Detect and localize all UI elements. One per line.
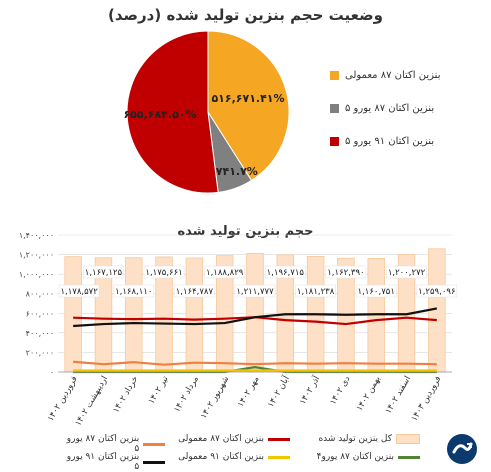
data-label-box — [295, 284, 336, 298]
data-label-box — [143, 265, 185, 279]
legend-item: بنزین اکتان ۹۱ معمولی — [178, 452, 290, 462]
data-label: ۱,۲۰۰,۲۷۲ — [388, 268, 426, 278]
x-tick-label: آذر ۱۴۰۲ — [296, 373, 322, 407]
data-label-box — [58, 284, 100, 298]
x-tick-label: آبان ۱۴۰۲ — [264, 373, 292, 409]
x-tick-label: اسفند ۱۴۰۲ — [384, 375, 414, 416]
data-label-box — [355, 284, 397, 298]
pie-chart: ۵۱۶,۶۷۱.۴۱%۸۶,۷۴۱.۷%۶۵۵,۶۸۴.۵۰% — [123, 30, 290, 194]
pie-legend-label: بنزین اکتان ۸۷ یورو ۵ — [345, 103, 435, 114]
bar-chart-legend: کل بنزین تولید شده بنزین اکتان ۸۷ معمولی… — [60, 432, 420, 472]
pie-legend-swatch — [330, 104, 339, 113]
x-tick-label: دی ۱۴۰۲ — [328, 374, 352, 406]
legend-swatch-line — [143, 442, 165, 446]
legend-swatch-line — [268, 455, 290, 459]
x-tick-label: تیر ۱۴۰۲ — [147, 374, 171, 406]
data-label: ۱,۱۶۲,۳۹۰ — [327, 268, 364, 278]
pie-legend-item: بنزین اکتان ۹۱ یورو ۵ — [330, 136, 480, 147]
data-label-box — [113, 284, 155, 298]
data-label: ۱,۱۷۸,۵۷۲ — [60, 287, 98, 297]
x-tick-label: شهریور ۱۴۰۲ — [199, 375, 231, 421]
bar — [246, 253, 264, 373]
legend-item: بنزین اکتان ۸۷ یورو ۵ — [60, 434, 165, 454]
pie-legend-swatch — [330, 71, 339, 80]
bar-line-chart: ۰ ۲۰۰,۰۰۰ ۴۰۰,۰۰۰ ۶۰۰,۰۰۰ ۸۰۰,۰۰۰ ۱,۰۰۰,۰۰۰ ۱,… — [19, 231, 458, 428]
data-label: ۱,۱۶۷,۱۲۵ — [85, 268, 123, 278]
bar — [64, 256, 82, 373]
y-tick-label: ۲۰۰,۰۰۰ — [26, 348, 54, 357]
data-label-box — [204, 265, 245, 279]
data-label: ۱,۱۶۸,۱۱۰ — [115, 287, 152, 297]
data-label: ۱,۱۷۵,۶۶۱ — [145, 268, 182, 278]
y-tick-label: ۰ — [50, 368, 54, 377]
legend-item: بنزین اکتان ۹۱ یورو ۵ — [60, 452, 165, 472]
y-tick-label: ۱,۴۰۰,۰۰۰ — [19, 231, 54, 240]
legend-swatch-line — [143, 460, 165, 464]
data-label-box — [265, 265, 306, 279]
data-label: ۱,۱۹۶,۷۱۵ — [267, 268, 305, 278]
legend-item: بنزین اکتان ۸۷ یورو۴ — [317, 452, 420, 462]
pie-legend-item: بنزین اکتان ۸۷ یورو ۵ — [330, 103, 480, 114]
data-label-box — [386, 265, 427, 279]
legend-swatch-line — [398, 455, 420, 459]
pie-legend-label: بنزین اکتان ۸۷ معمولی — [345, 70, 441, 81]
legend-item: بنزین اکتان ۸۷ معمولی — [178, 434, 290, 444]
x-tick-label: خرداد ۱۴۰۲ — [111, 375, 140, 415]
bar — [125, 257, 143, 373]
legend-label: بنزین اکتان ۸۷ یورو ۵ — [66, 434, 140, 454]
legend-swatch-box — [396, 434, 420, 444]
legend-label: بنزین اکتان ۹۱ یورو ۵ — [66, 452, 140, 472]
y-tick-label: ۴۰۰,۰۰۰ — [26, 329, 54, 338]
data-label-box — [83, 265, 124, 279]
data-label-box — [416, 284, 458, 298]
series-line — [73, 307, 438, 328]
y-tick-label: ۱,۲۰۰,۰۰۰ — [19, 251, 54, 260]
pie-slice-label: ۶۵۵,۶۸۴.۵۰% — [123, 108, 196, 121]
x-tick-label: اردیبهشت ۱۴۰۲ — [73, 375, 110, 428]
legend-swatch-line — [268, 437, 290, 441]
pie-slice — [126, 30, 219, 194]
y-tick-label: ۸۰۰,۰۰۰ — [26, 290, 54, 299]
bar — [185, 257, 204, 373]
legend-label: بنزین اکتان ۸۷ یورو۴ — [316, 452, 394, 462]
x-tick-label: بهمن ۱۴۰۲ — [355, 375, 383, 413]
pie-legend-item: بنزین اکتان ۸۷ معمولی — [330, 70, 480, 81]
pie-chart-title: وضعیت حجم بنزین تولید شده (درصد) — [108, 6, 383, 24]
series-line — [73, 360, 437, 366]
legend-label: بنزین اکتان ۸۷ معمولی — [178, 434, 264, 444]
data-label: ۱,۲۵۹,۰۹۶ — [418, 287, 455, 297]
x-tick-label: فروردین ۱۴۰۲ — [46, 375, 80, 424]
x-tick-label: فروردین ۱۴۰۳ — [410, 375, 444, 424]
y-tick-label: ۱,۰۰۰,۰۰۰ — [19, 270, 54, 279]
pie-slice-label: ۵۱۶,۶۷۱.۴۱% — [211, 92, 284, 105]
x-tick-label: مرداد ۱۴۰۲ — [172, 375, 201, 415]
pie-legend: بنزین اکتان ۸۷ معمولی بنزین اکتان ۸۷ یور… — [330, 70, 480, 169]
data-label: ۱,۱۸۸,۸۲۹ — [206, 268, 244, 278]
data-label-box — [325, 265, 367, 279]
data-label: ۱,۱۸۱,۲۳۸ — [297, 287, 335, 297]
data-label-box — [234, 284, 276, 298]
legend-label: کل بنزین تولید شده — [318, 434, 392, 444]
pie-legend-swatch — [330, 137, 339, 146]
data-label: ۱,۱۶۴,۷۸۷ — [176, 287, 214, 297]
pie-legend-label: بنزین اکتان ۹۱ یورو ۵ — [345, 136, 435, 147]
data-label-box — [174, 284, 215, 298]
data-label: ۱,۱۶۰,۷۵۱ — [358, 287, 395, 297]
data-label: ۱,۲۱۱,۷۷۷ — [236, 287, 274, 297]
x-tick-label: مهر ۱۴۰۲ — [236, 375, 262, 410]
legend-item: کل بنزین تولید شده — [318, 434, 420, 444]
brand-logo-icon — [447, 434, 477, 464]
legend-label: بنزین اکتان ۹۱ معمولی — [178, 452, 264, 462]
y-tick-label: ۶۰۰,۰۰۰ — [26, 309, 54, 318]
